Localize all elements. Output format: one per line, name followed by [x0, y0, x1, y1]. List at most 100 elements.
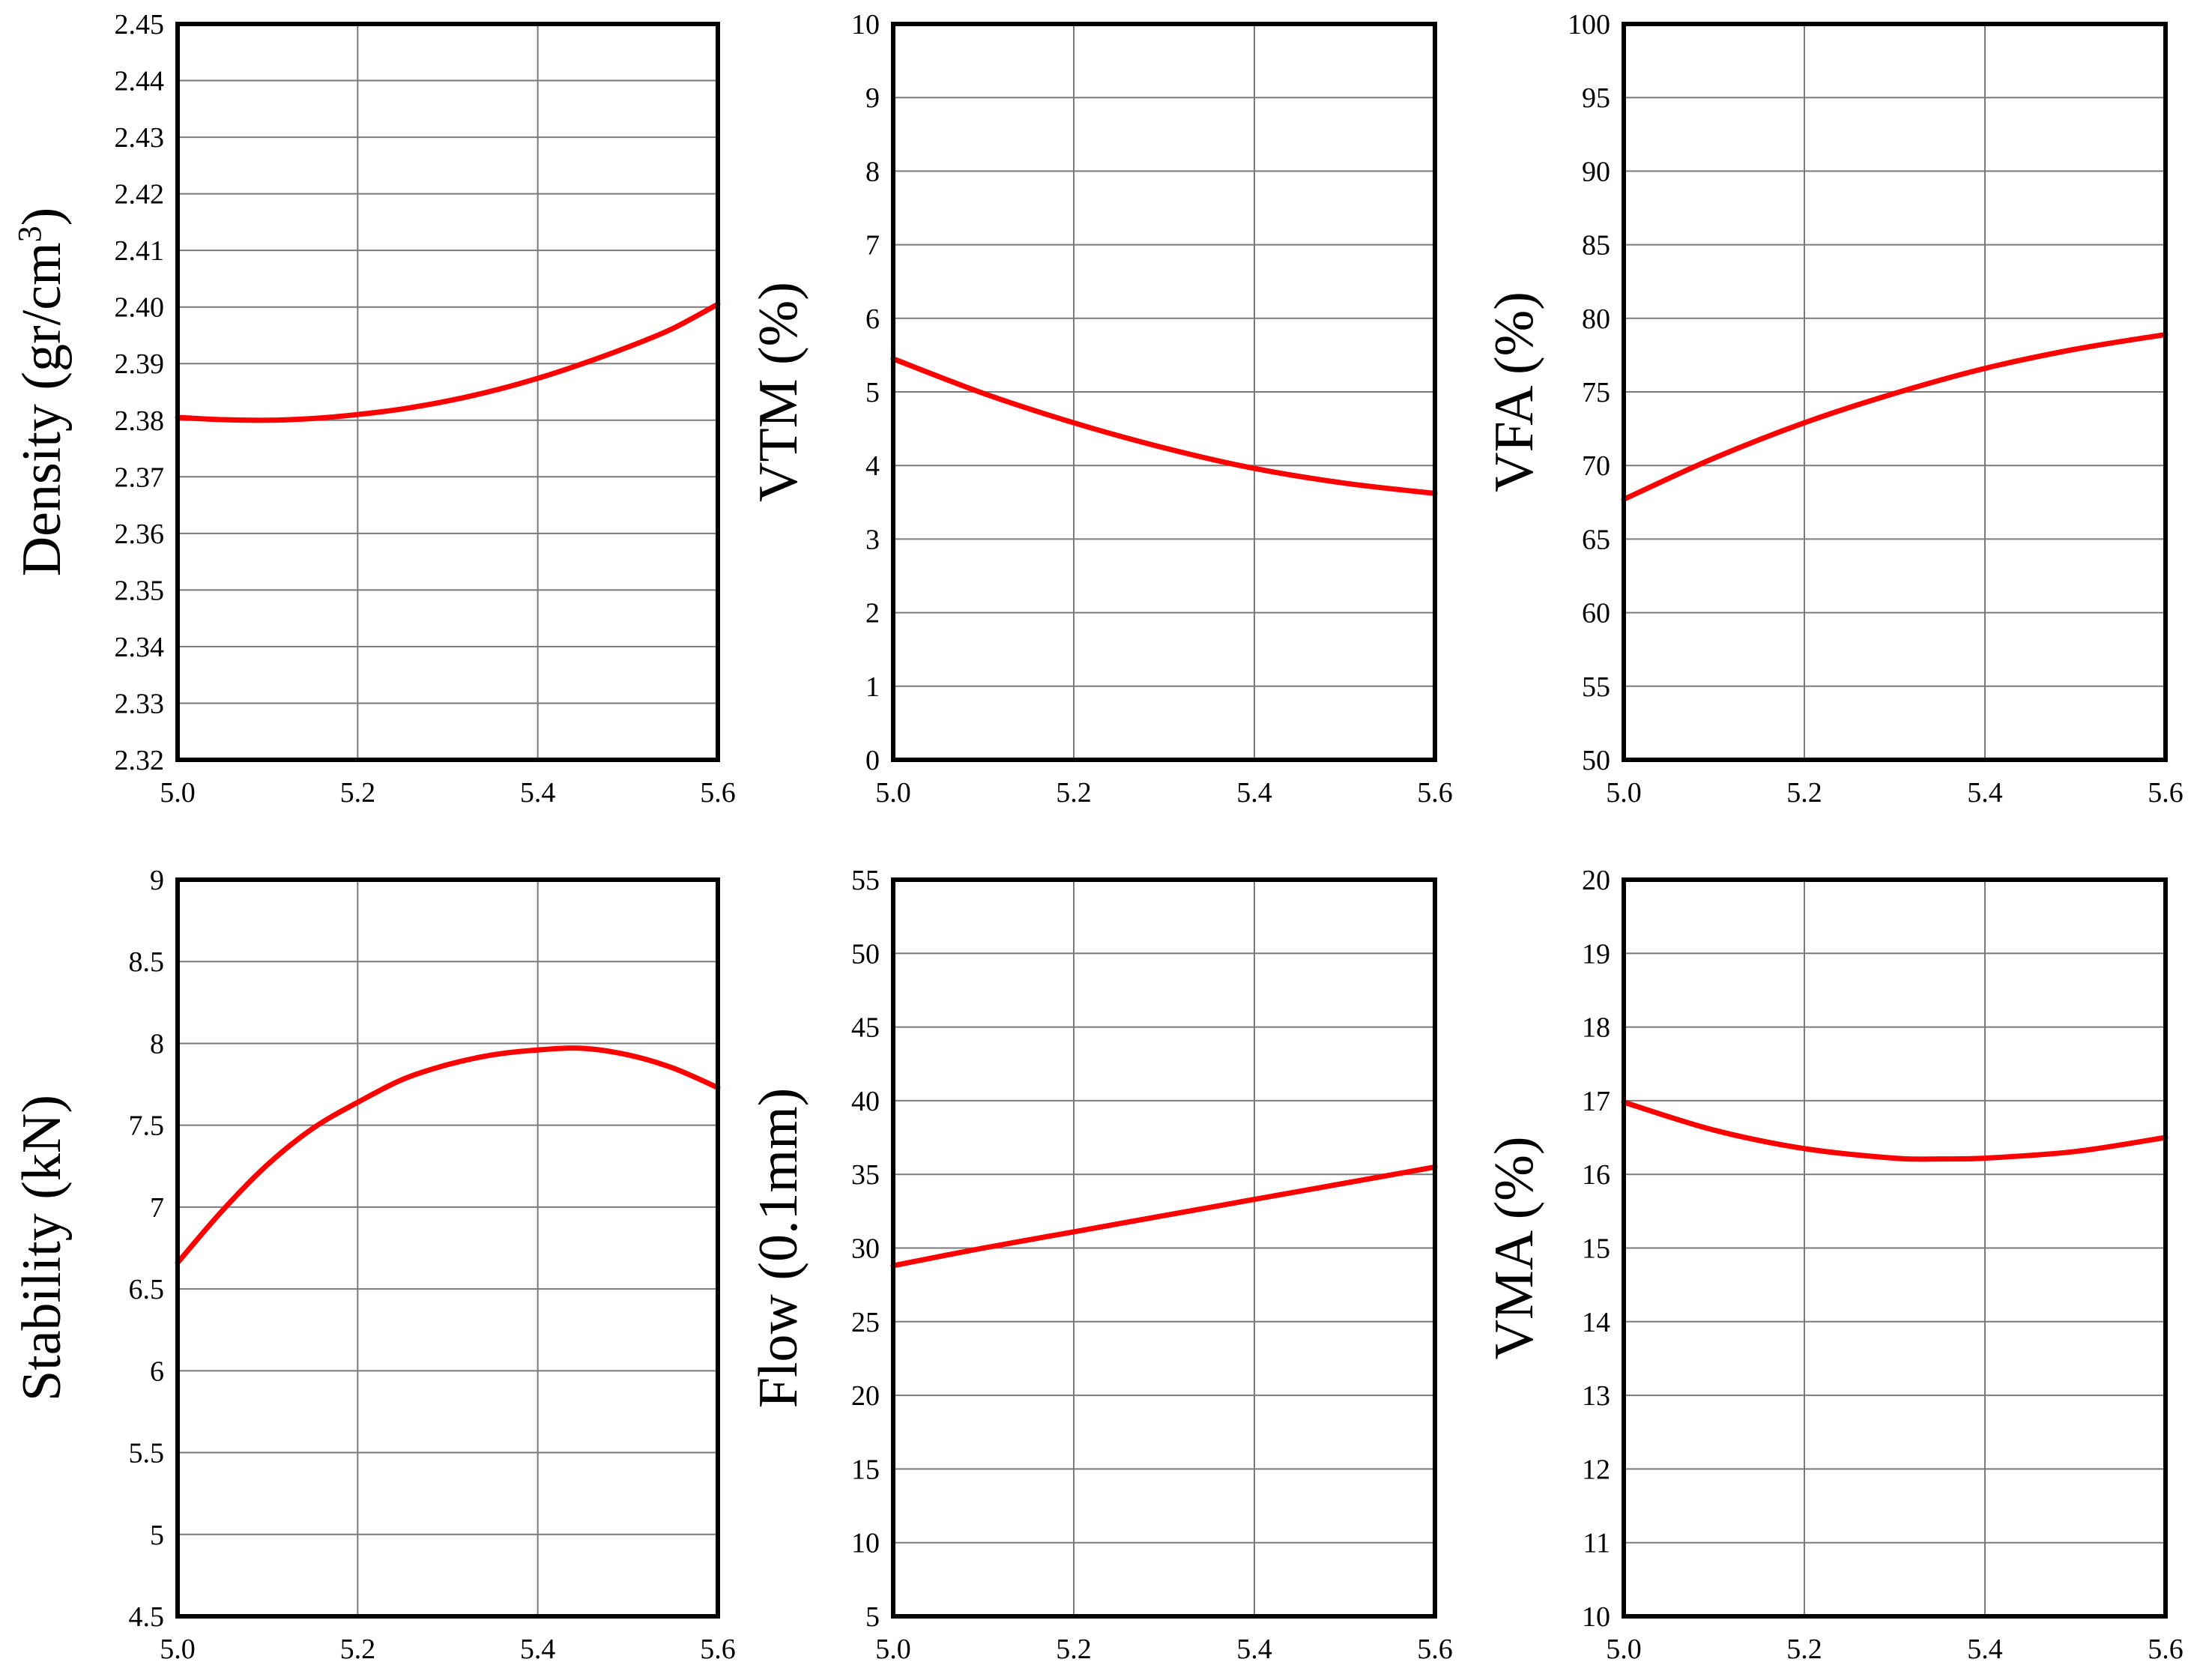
chart-panel-1: 2.32 2.33 2.34 2.35 2.36 2.37 2.38 2.39 2.40 2.41…	[11, 9, 736, 809]
series-line-1	[1621, 331, 2169, 502]
x-tick-label: 5.6	[2148, 1634, 2184, 1665]
y-tick-label: 95	[1582, 82, 1610, 114]
y-tick-label: 2.40	[115, 292, 165, 324]
y-tick-label: 12	[1582, 1454, 1610, 1485]
y-tick-label: 13	[1582, 1380, 1610, 1412]
x-tick-label: 5.2	[1786, 777, 1822, 809]
y-tick-label: 45	[851, 1012, 880, 1044]
y-tick-label: 17	[1582, 1086, 1610, 1117]
y-tick-label: 15	[1582, 1233, 1610, 1265]
x-tick-label: 5.4	[1236, 1634, 1272, 1665]
y-tick-label: 80	[1582, 303, 1610, 335]
y-tick-label: 4	[865, 450, 880, 482]
y-tick-label: 75	[1582, 377, 1610, 408]
y-axis-label-text: VMA (%)	[1484, 1136, 1545, 1359]
y-tick-label: 2.36	[115, 519, 165, 550]
y-axis-label-text: Density (gr/cm	[11, 242, 73, 576]
series-line-1	[175, 301, 721, 423]
y-tick-label: 18	[1582, 1012, 1610, 1044]
y-tick-label: 2.45	[115, 9, 165, 40]
y-axis-label: Flow (0.1mm)	[748, 1088, 809, 1409]
y-tick-label: 4.5	[129, 1601, 165, 1633]
y-tick-label: 70	[1582, 450, 1610, 482]
y-axis-label-text: VFA (%)	[1484, 291, 1545, 492]
y-axis-label-suffix: )	[11, 208, 73, 226]
y-tick-label: 30	[851, 1233, 880, 1265]
x-tick-label: 5.6	[1417, 1634, 1453, 1665]
y-tick-label: 2.42	[115, 179, 165, 211]
series-line-1	[890, 356, 1438, 496]
plot-frame	[891, 22, 1437, 762]
y-tick-label: 2	[865, 598, 880, 629]
y-tick-label: 6	[150, 1356, 164, 1387]
series-line-1	[175, 1045, 721, 1266]
y-tick-label: 2.43	[115, 122, 165, 154]
y-tick-label: 10	[851, 9, 880, 40]
y-axis-label: VFA (%)	[1484, 291, 1545, 492]
plot-frame	[175, 877, 720, 1619]
y-tick-label: 3	[865, 524, 880, 555]
y-tick-label: 2.41	[115, 235, 165, 267]
series-line-1	[890, 1164, 1438, 1269]
x-tick-label: 5.4	[1236, 777, 1272, 809]
x-tick-label: 5.6	[700, 777, 736, 809]
x-tick-label: 5.2	[1056, 777, 1092, 809]
x-tick-label: 5.0	[1606, 777, 1642, 809]
x-tick-label: 5.6	[700, 1634, 736, 1665]
y-tick-label: 11	[1583, 1528, 1610, 1559]
y-axis-label-text: Flow (0.1mm)	[748, 1088, 809, 1409]
y-tick-label: 7	[865, 230, 880, 262]
chart-panel-5: 5 10 15 20 25 30 35 40 45 50 55 5.0 5.2 5.4 5.6 Flow (0…	[748, 865, 1453, 1665]
y-tick-label: 40	[851, 1086, 880, 1117]
y-axis-label: Stability (kN)	[11, 1095, 73, 1401]
y-tick-label: 0	[865, 745, 880, 776]
x-tick-label: 5.0	[160, 777, 196, 809]
y-tick-label: 10	[851, 1528, 880, 1559]
y-tick-label: 2.37	[115, 462, 165, 493]
y-tick-label: 7.5	[129, 1111, 165, 1142]
y-axis-label: VTM (%)	[748, 282, 809, 502]
x-tick-label: 5.2	[1056, 1634, 1092, 1665]
y-tick-label: 55	[1582, 671, 1610, 703]
y-tick-label: 2.38	[115, 405, 165, 437]
y-tick-label: 20	[1582, 865, 1610, 896]
y-tick-label: 2.32	[115, 745, 165, 776]
y-tick-label: 10	[1582, 1601, 1610, 1633]
x-tick-label: 5.4	[1967, 1634, 2003, 1665]
y-tick-label: 60	[1582, 598, 1610, 629]
y-axis-label: Density (gr/cm3)	[11, 208, 73, 577]
x-tick-label: 5.0	[875, 1634, 911, 1665]
x-tick-label: 5.2	[340, 777, 376, 809]
x-tick-label: 5.4	[1967, 777, 2003, 809]
y-axis-label-text: Stability (kN)	[11, 1095, 73, 1401]
y-axis-label-superscript: 3	[11, 226, 48, 242]
y-tick-label: 65	[1582, 524, 1610, 555]
y-tick-label: 90	[1582, 156, 1610, 187]
x-tick-label: 5.6	[2148, 777, 2184, 809]
y-tick-label: 15	[851, 1454, 880, 1485]
chart-panel-2: 0 1 2 3 4 5 6 7 8 9 10 5.0 5.2 5.4 5.6 VTM (%)	[748, 9, 1453, 809]
chart-panel-4: 4.5 5 5.5 6 6.5 7 7.5 8 8.5 9 5.0 5.2 5.4 5.6 Stabilit…	[11, 865, 736, 1665]
plot-frame	[1622, 22, 2168, 762]
y-tick-label: 85	[1582, 230, 1610, 262]
chart-panel-3: 50 55 60 65 70 75 80 85 90 95 100 5.0 5.2 5.4 5.6 VFA (…	[1484, 9, 2184, 809]
y-tick-label: 50	[851, 938, 880, 970]
x-tick-label: 5.0	[1606, 1634, 1642, 1665]
x-tick-label: 5.2	[1786, 1634, 1822, 1665]
y-tick-label: 5	[865, 377, 880, 408]
y-tick-label: 8.5	[129, 946, 165, 978]
chart-panel-6: 10 11 12 13 14 15 16 17 18 19 20 5.0 5.2 5.4 5.6 VMA (%…	[1484, 865, 2184, 1665]
y-tick-label: 25	[851, 1307, 880, 1338]
y-tick-label: 6.5	[129, 1274, 165, 1305]
y-tick-label: 9	[865, 82, 880, 114]
y-tick-label: 2.44	[115, 66, 165, 97]
x-tick-label: 5.0	[160, 1634, 196, 1665]
y-tick-label: 2.33	[115, 688, 165, 719]
x-tick-label: 5.4	[520, 777, 556, 809]
y-tick-label: 20	[851, 1380, 880, 1412]
y-tick-label: 9	[150, 865, 164, 896]
x-tick-label: 5.6	[1417, 777, 1453, 809]
y-tick-label: 2.35	[115, 575, 165, 606]
y-axis-label-text: VTM (%)	[748, 282, 809, 502]
